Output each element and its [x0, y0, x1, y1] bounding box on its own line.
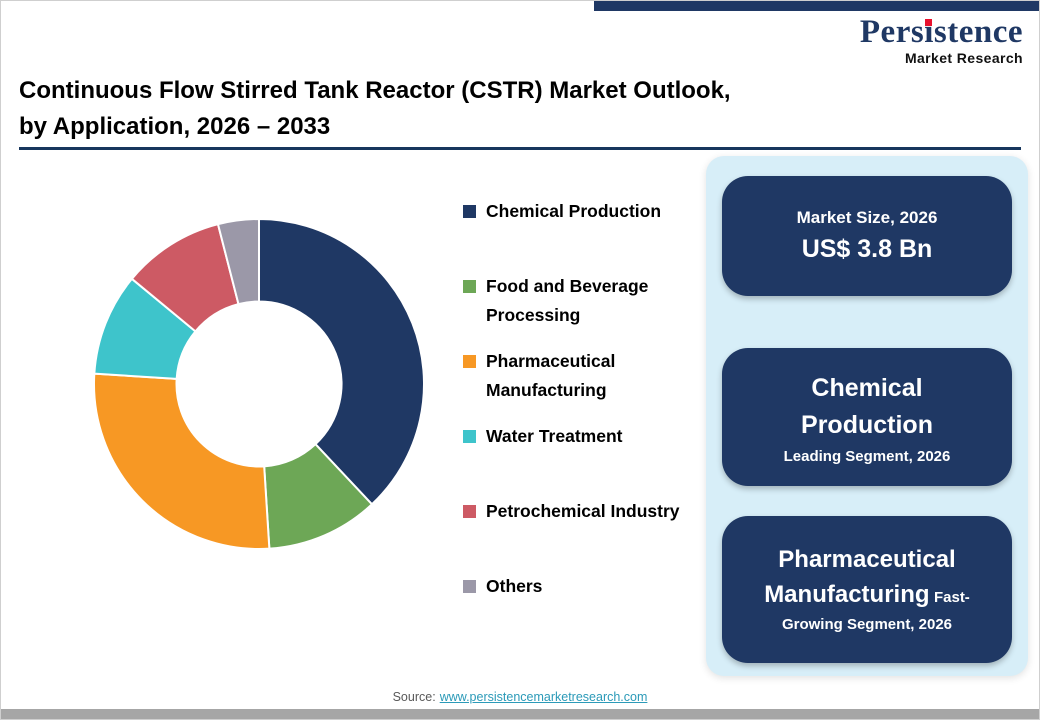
leading-segment-card: Chemical Production Leading Segment, 202…	[722, 348, 1012, 486]
market-size-value: US$ 3.8 Bn	[801, 235, 933, 263]
legend-item: Petrochemical Industry	[463, 497, 698, 572]
logo-subtitle: Market Research	[904, 49, 1023, 66]
donut-segment-pharmaceutical-manufacturing	[93, 372, 271, 550]
legend-label: Chemical Production	[486, 201, 662, 221]
leading-segment-desc: Leading Segment, 2026	[783, 447, 951, 465]
logo-red-dot-icon	[925, 19, 933, 26]
title-line-1: Continuous Flow Stirred Tank Reactor (CS…	[19, 77, 731, 104]
chart-legend: Chemical Production Food and Beverage Pro…	[463, 197, 698, 647]
donut-segment-others	[216, 218, 260, 306]
title-underline	[19, 147, 1021, 150]
donut-segment-chemical-production	[258, 218, 425, 506]
legend-swatch-icon	[463, 580, 476, 593]
legend-label: Others	[486, 576, 543, 596]
legend-swatch-icon	[463, 355, 476, 368]
fast-growing-segment-name: Pharmaceutical Manufacturing	[764, 546, 956, 608]
legend-item: Others	[463, 572, 698, 647]
top-accent-bar	[594, 1, 1039, 11]
market-size-card: Market Size, 2026 US$ 3.8 Bn	[722, 176, 1012, 296]
legend-item: Water Treatment	[463, 422, 698, 497]
source-line: Source: www.persistencemarketresearch.com	[1, 690, 1039, 704]
fast-growing-segment-desc: Fast-Growing Segment, 2026	[781, 588, 970, 633]
fast-growing-segment-text: Pharmaceutical Manufacturing Fast-Growin…	[722, 543, 1012, 636]
highlights-panel: Market Size, 2026 US$ 3.8 Bn Chemical Pr…	[706, 156, 1028, 676]
logo-text-pre: Pers	[859, 14, 925, 50]
source-link[interactable]: www.persistencemarketresearch.com	[439, 690, 648, 704]
legend-swatch-icon	[463, 280, 476, 293]
page-title: Continuous Flow Stirred Tank Reactor (CS…	[19, 73, 731, 145]
legend-label: Petrochemical Industry	[486, 501, 680, 521]
legend-swatch-icon	[463, 205, 476, 218]
pmr-logo: Persı stence Market Research	[860, 15, 1023, 66]
title-line-2: by Application, 2026 – 2033	[19, 113, 331, 140]
logo-text-post: stence	[933, 14, 1023, 50]
legend-label: Food and Beverage Processing	[486, 276, 649, 325]
legend-swatch-icon	[463, 505, 476, 518]
legend-item: Pharmaceutical Manufacturing	[463, 347, 698, 422]
market-size-label: Market Size, 2026	[796, 208, 938, 227]
donut-chart	[93, 218, 425, 550]
leading-segment-name: Chemical Production	[801, 373, 933, 440]
bottom-bar	[1, 709, 1039, 719]
legend-item: Chemical Production	[463, 197, 698, 272]
legend-label: Pharmaceutical Manufacturing	[486, 351, 616, 400]
fast-growing-segment-card: Pharmaceutical Manufacturing Fast-Growin…	[722, 516, 1012, 663]
legend-swatch-icon	[463, 430, 476, 443]
legend-item: Food and Beverage Processing	[463, 272, 698, 347]
source-label: Source:	[392, 690, 436, 704]
logo-wordmark: Persı stence	[860, 15, 1023, 50]
logo-letter-i: ı	[924, 14, 934, 50]
legend-label: Water Treatment	[486, 426, 623, 446]
